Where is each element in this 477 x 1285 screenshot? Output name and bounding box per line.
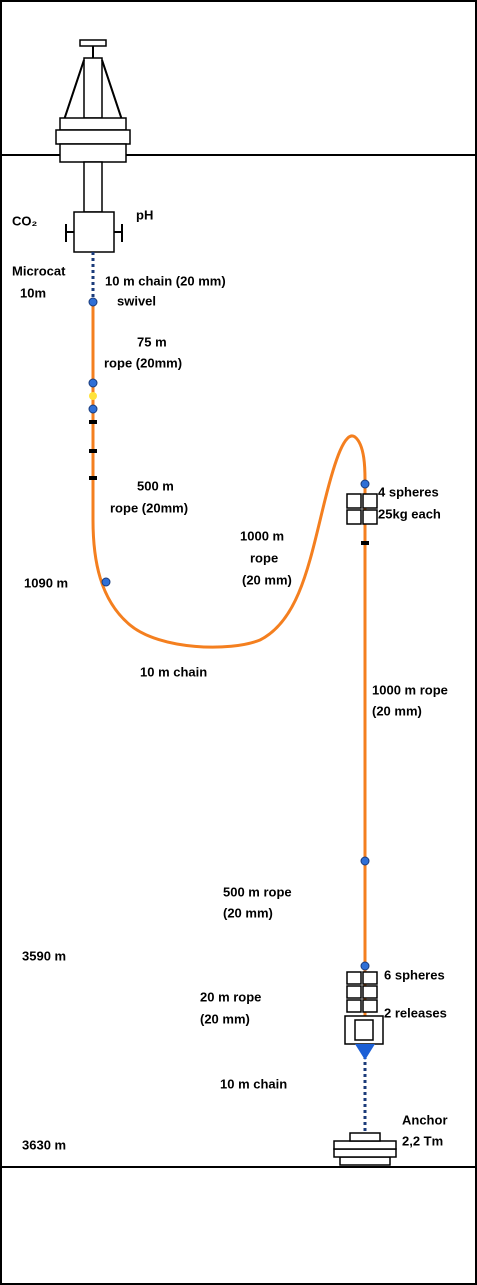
label: 4 spheres [378, 484, 439, 499]
label: 500 m rope [223, 884, 292, 899]
label: (20 mm) [200, 1011, 250, 1026]
label: 20 m rope [200, 989, 261, 1004]
label: 10 m chain (20 mm) [105, 273, 226, 288]
label: 75 m [137, 334, 167, 349]
label: 3630 m [22, 1137, 66, 1152]
label: (20 mm) [372, 703, 422, 718]
label: 10 m chain [220, 1076, 287, 1091]
label: 1000 m [240, 528, 284, 543]
label: swivel [117, 293, 156, 308]
label: 1000 m rope [372, 682, 448, 697]
label: rope (20mm) [104, 355, 182, 370]
label: (20 mm) [242, 572, 292, 587]
buoy [55, 39, 131, 253]
label: 3590 m [22, 948, 66, 963]
mooring-line [88, 252, 397, 1166]
label: rope (20mm) [110, 500, 188, 515]
label: 10 m chain [140, 664, 207, 679]
label: 500 m [137, 478, 174, 493]
label: rope [250, 550, 278, 565]
label: pH [136, 207, 153, 222]
label: 25kg each [378, 506, 441, 521]
label: 6 spheres [384, 967, 445, 982]
label: Microcat [12, 263, 66, 278]
label: 2,2 Tm [402, 1133, 443, 1148]
label: 10m [20, 285, 46, 300]
label: Anchor [402, 1112, 448, 1127]
label: 2 releases [384, 1005, 447, 1020]
label: 1090 m [24, 575, 68, 590]
label: CO₂ [12, 213, 38, 228]
label: (20 mm) [223, 905, 273, 920]
